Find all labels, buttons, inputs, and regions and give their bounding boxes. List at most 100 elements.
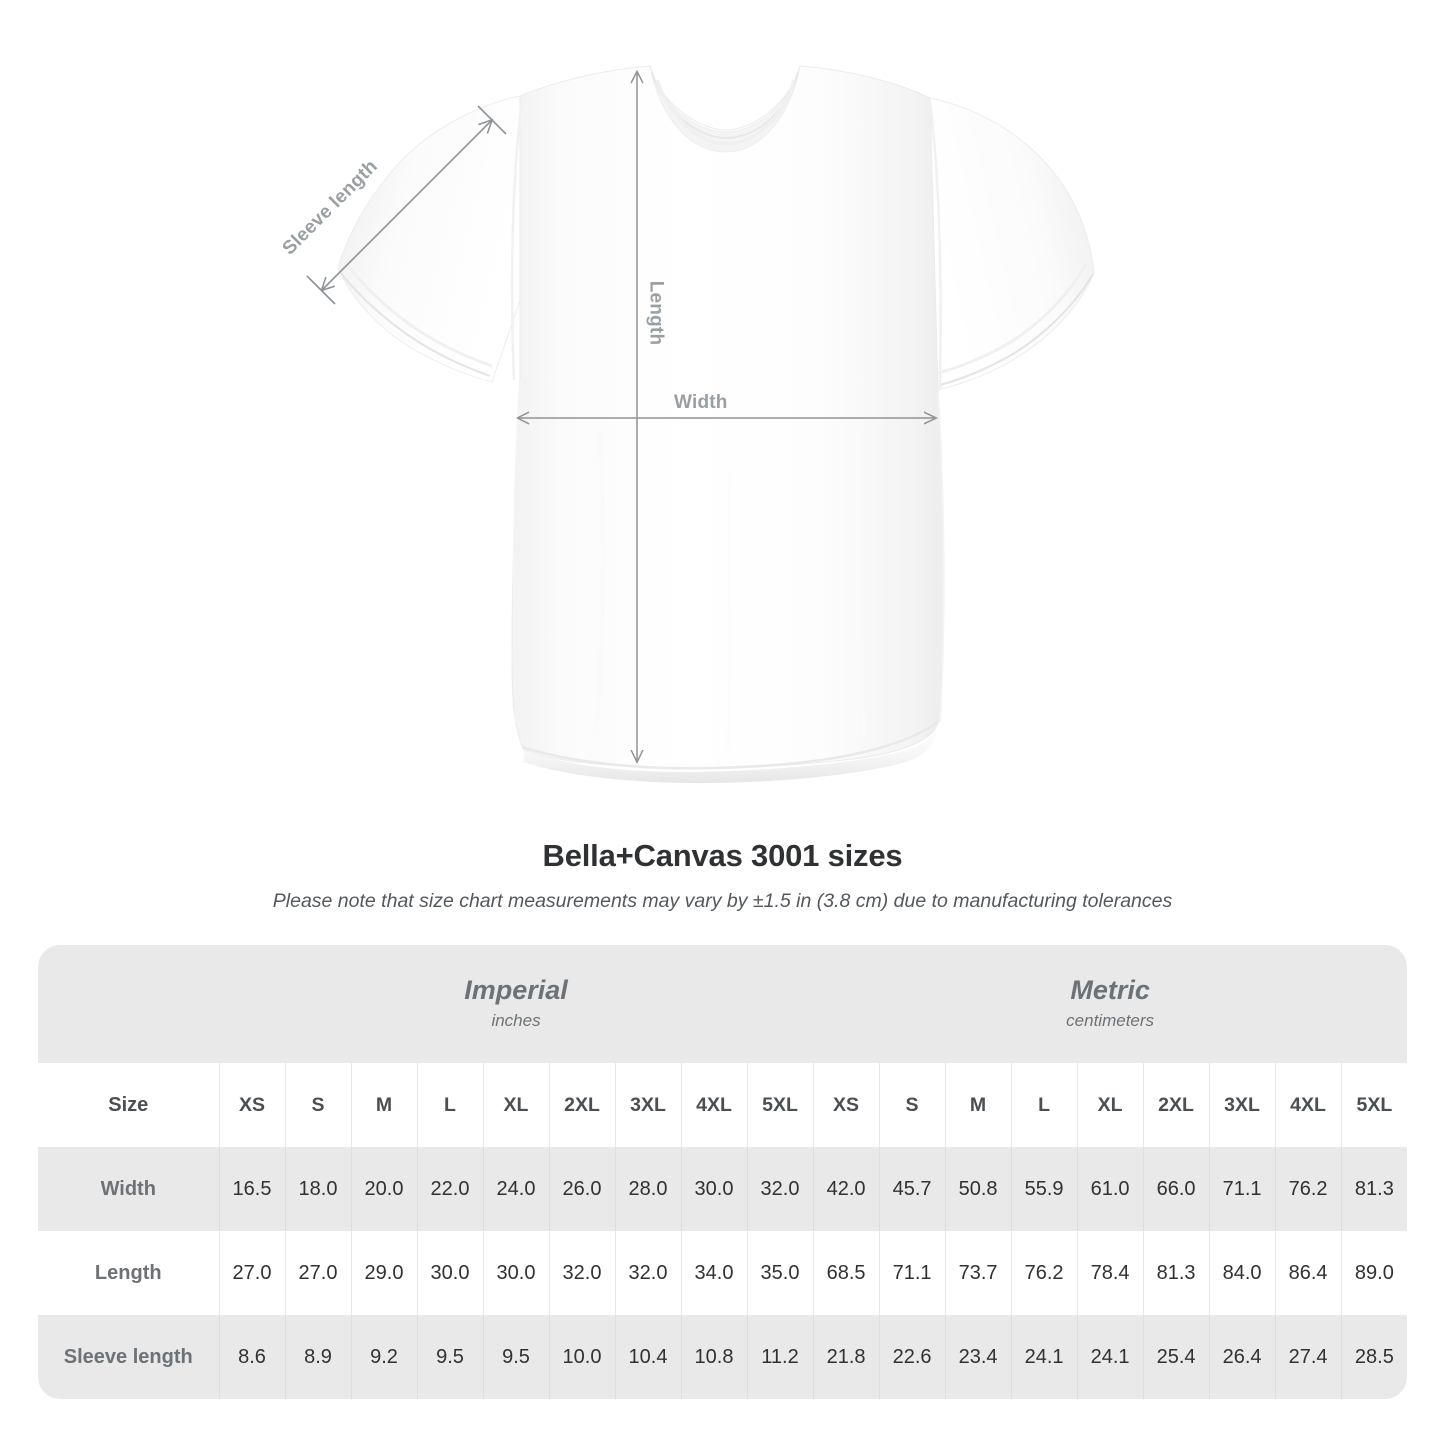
measurement-cell: 8.9	[284, 1315, 351, 1399]
measurement-cell: 30.0	[680, 1147, 747, 1231]
measurement-cell: 34.0	[680, 1231, 747, 1315]
title-block: Bella+Canvas 3001 sizes Please note that…	[0, 830, 1445, 913]
size-table-body: Width 16.5 18.0 20.0 22.0 24.0 26.0 28.0 30.0 32.…	[38, 1147, 1408, 1399]
size-header-cell: M	[350, 1063, 417, 1147]
measurement-cell: 8.6	[218, 1315, 285, 1399]
left-sleeve	[337, 95, 521, 383]
unit-group-subtitle: inches	[491, 1011, 541, 1031]
size-header-cell: S	[878, 1063, 946, 1147]
measurement-cell: 10.0	[548, 1315, 615, 1399]
measurement-cell: 61.0	[1076, 1147, 1144, 1231]
measurement-cell: 24.1	[1076, 1315, 1144, 1399]
measurement-cell: 30.0	[482, 1231, 549, 1315]
measurement-cell: 10.4	[614, 1315, 681, 1399]
measurement-cell: 11.2	[746, 1315, 814, 1399]
measurement-cell: 16.5	[218, 1147, 285, 1231]
neckline	[649, 65, 801, 153]
measurement-cell: 86.4	[1274, 1231, 1342, 1315]
measurement-cell: 18.0	[284, 1147, 351, 1231]
unit-group-name: Metric	[1070, 974, 1150, 1005]
measurement-cell: 29.0	[350, 1231, 417, 1315]
measurement-cell: 10.8	[680, 1315, 747, 1399]
table-row: Length 27.0 27.0 29.0 30.0 30.0 32.0 32.0 34.0 35…	[38, 1231, 1408, 1315]
unit-group-name: Imperial	[464, 974, 568, 1005]
size-header-cell: XL	[482, 1063, 549, 1147]
measurement-cell: 32.0	[614, 1231, 681, 1315]
measurement-cell: 9.5	[482, 1315, 549, 1399]
size-header-cell: XS	[812, 1063, 880, 1147]
measurement-cell: 66.0	[1142, 1147, 1210, 1231]
measurement-cell: 30.0	[416, 1231, 483, 1315]
sleeve-length-arrow	[322, 120, 492, 290]
unit-row-spacer	[38, 945, 219, 1063]
measurement-cell: 20.0	[350, 1147, 417, 1231]
measurement-cell: 27.4	[1274, 1315, 1342, 1399]
size-header-cell: L	[1010, 1063, 1078, 1147]
size-chart-table: Imperial inches Metric centimeters Size XS S M…	[38, 945, 1408, 1399]
size-table-container: Imperial inches Metric centimeters Size XS S M…	[38, 945, 1408, 1399]
page-title: Bella+Canvas 3001 sizes	[542, 838, 903, 873]
size-header-cell: M	[944, 1063, 1012, 1147]
measurement-cell: 35.0	[746, 1231, 814, 1315]
measurement-cell: 73.7	[944, 1231, 1012, 1315]
measurement-cell: 32.0	[746, 1147, 814, 1231]
size-header-cell: 3XL	[1208, 1063, 1276, 1147]
measurement-cell: 45.7	[878, 1147, 946, 1231]
size-header-cell: L	[416, 1063, 483, 1147]
size-header-cell: 2XL	[1142, 1063, 1210, 1147]
shirt-diagram: Sleeve length Length Width	[278, 65, 1095, 784]
measurement-cell: 89.0	[1340, 1231, 1408, 1315]
size-header-cell: S	[284, 1063, 351, 1147]
measurement-cell: 81.3	[1340, 1147, 1408, 1231]
measurement-cell: 28.0	[614, 1147, 681, 1231]
measurement-cell: 32.0	[548, 1231, 615, 1315]
measurement-cell: 78.4	[1076, 1231, 1144, 1315]
measurement-cell: 27.0	[218, 1231, 285, 1315]
shirt-body	[510, 65, 945, 784]
size-header-cell: 4XL	[1274, 1063, 1342, 1147]
unit-group-metric: Metric centimeters	[813, 945, 1408, 1063]
table-row: Sleeve length 8.6 8.9 9.2 9.5 9.5 10.0 10.4 10.8…	[38, 1315, 1408, 1399]
sleeve-length-tick-start	[306, 275, 336, 305]
measurement-cell: 25.4	[1142, 1315, 1210, 1399]
measurement-cell: 71.1	[878, 1231, 946, 1315]
unit-group-header-row: Imperial inches Metric centimeters	[38, 945, 1408, 1063]
measurement-cell: 24.0	[482, 1147, 549, 1231]
unit-group-imperial: Imperial inches	[219, 945, 814, 1063]
measurement-row-label: Sleeve length	[38, 1315, 219, 1399]
size-header-cell: 4XL	[680, 1063, 747, 1147]
measurement-cell: 71.1	[1208, 1147, 1276, 1231]
measurement-cell: 42.0	[812, 1147, 880, 1231]
measurement-cell: 26.4	[1208, 1315, 1276, 1399]
measurement-cell: 9.2	[350, 1315, 417, 1399]
measurement-cell: 84.0	[1208, 1231, 1276, 1315]
measurement-cell: 76.2	[1274, 1147, 1342, 1231]
table-row: Width 16.5 18.0 20.0 22.0 24.0 26.0 28.0 30.0 32.…	[38, 1147, 1408, 1231]
measurement-cell: 22.0	[416, 1147, 483, 1231]
measurement-cell: 26.0	[548, 1147, 615, 1231]
measurement-cell: 24.1	[1010, 1315, 1078, 1399]
sleeve-length-tick-end	[477, 105, 507, 135]
size-header-cell: 3XL	[614, 1063, 681, 1147]
measurement-cell: 23.4	[944, 1315, 1012, 1399]
measurement-cell: 68.5	[812, 1231, 880, 1315]
measurement-cell: 81.3	[1142, 1231, 1210, 1315]
measurement-cell: 55.9	[1010, 1147, 1078, 1231]
measurement-row-label: Length	[38, 1231, 219, 1315]
size-header-cell: 2XL	[548, 1063, 615, 1147]
measurement-cell: 28.5	[1340, 1315, 1408, 1399]
measurement-cell: 27.0	[284, 1231, 351, 1315]
measurement-cell: 76.2	[1010, 1231, 1078, 1315]
measurement-row-label: Width	[38, 1147, 219, 1231]
measurement-cell: 21.8	[812, 1315, 880, 1399]
tolerance-note: Please note that size chart measurements…	[272, 890, 1173, 912]
measurement-cell: 22.6	[878, 1315, 946, 1399]
size-header-cell: 5XL	[1340, 1063, 1408, 1147]
right-sleeve	[929, 97, 1095, 391]
measurement-cell: 9.5	[416, 1315, 483, 1399]
shirt-illustration	[306, 65, 1095, 784]
width-label: Width	[674, 392, 728, 413]
size-header-cell: XS	[218, 1063, 285, 1147]
length-label: Length	[645, 280, 667, 346]
measurement-cell: 50.8	[944, 1147, 1012, 1231]
